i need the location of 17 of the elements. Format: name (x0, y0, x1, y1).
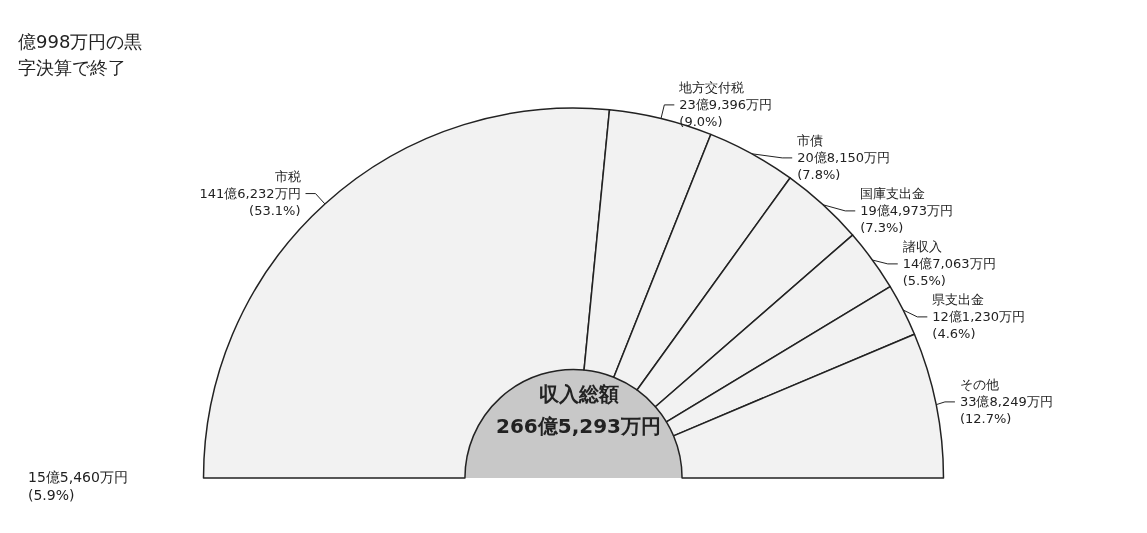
data-label: 19億4,973万円 (7.3%) (860, 203, 954, 236)
slice-label: 市税 (274, 169, 301, 185)
text: 億998万円の黒字決算で終了 (18, 30, 143, 78)
text: 15億5,460万円 (5.9%) (28, 469, 128, 503)
slice-label: 諸収入 (902, 239, 942, 255)
data-label: 33億8,249万円 (12.7%) (959, 394, 1053, 427)
data-label: 23億9,396万円 (9.0%) (679, 97, 773, 130)
slice-label: その他 (959, 377, 999, 393)
slice-label: 国庫支出金 (860, 186, 926, 202)
slice-label: 市債 (797, 133, 824, 149)
data-label: 12億1,230万円 (4.6%) (932, 309, 1026, 342)
data-label: 141億6,232万円 (53.1%) (199, 186, 301, 219)
slice-label: 県支出金 (932, 292, 985, 308)
data-label: 20億8,150万円 (7.8%) (797, 150, 890, 183)
slice-label: 地方交付税 (678, 80, 745, 96)
data-label: 14億7,063万円 (5.5%) (902, 256, 996, 289)
text: 収入総額 266億5,293万円 (495, 381, 662, 438)
